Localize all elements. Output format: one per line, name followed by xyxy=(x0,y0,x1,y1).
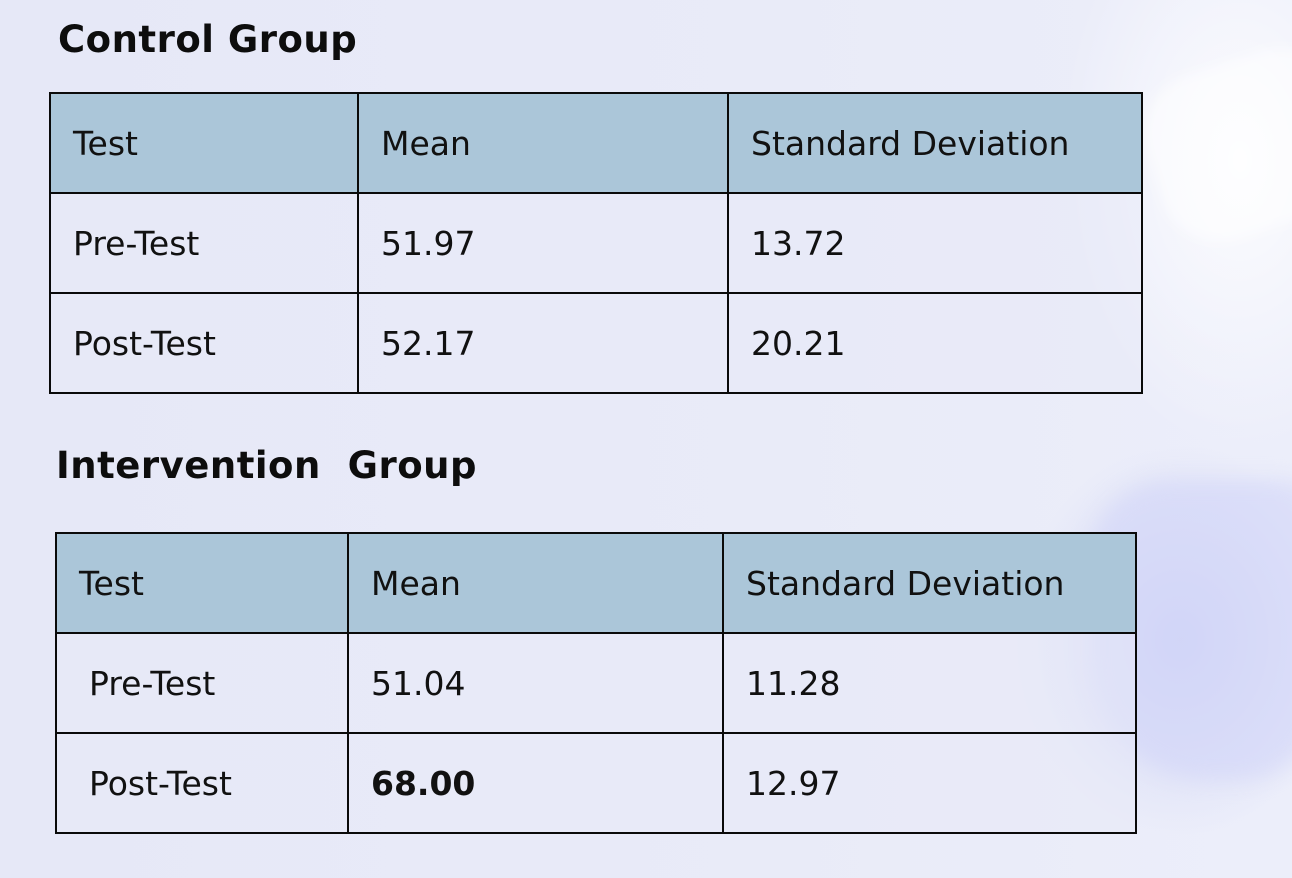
cell-mean: 52.17 xyxy=(357,292,729,394)
cell-test: Post-Test xyxy=(49,292,359,394)
cell-mean: 51.97 xyxy=(357,192,729,294)
cell-mean-highlighted: 68.00 xyxy=(347,732,724,834)
header-standard-deviation: Standard Deviation xyxy=(727,92,1143,194)
table-row: Post-Test 68.00 12.97 xyxy=(55,732,1137,834)
table-row: Post-Test 52.17 20.21 xyxy=(49,292,1143,394)
table-header-row: Test Mean Standard Deviation xyxy=(49,92,1143,194)
header-standard-deviation: Standard Deviation xyxy=(722,532,1137,634)
header-mean: Mean xyxy=(347,532,724,634)
cell-standard-deviation: 12.97 xyxy=(722,732,1137,834)
cell-mean: 51.04 xyxy=(347,632,724,734)
header-mean: Mean xyxy=(357,92,729,194)
cell-test: Pre-Test xyxy=(49,192,359,294)
table-row: Pre-Test 51.97 13.72 xyxy=(49,192,1143,294)
control-group-title: Control Group xyxy=(58,18,358,61)
cell-standard-deviation: 20.21 xyxy=(727,292,1143,394)
header-test: Test xyxy=(49,92,359,194)
cell-standard-deviation: 13.72 xyxy=(727,192,1143,294)
intervention-group-table: Test Mean Standard Deviation Pre-Test 51… xyxy=(55,532,1137,834)
table-row: Pre-Test 51.04 11.28 xyxy=(55,632,1137,734)
table-header-row: Test Mean Standard Deviation xyxy=(55,532,1137,634)
intervention-group-title: Intervention Group xyxy=(56,444,477,487)
cell-test: Post-Test xyxy=(55,732,349,834)
cell-test: Pre-Test xyxy=(55,632,349,734)
header-test: Test xyxy=(55,532,349,634)
cell-standard-deviation: 11.28 xyxy=(722,632,1137,734)
control-group-table: Test Mean Standard Deviation Pre-Test 51… xyxy=(49,92,1143,394)
